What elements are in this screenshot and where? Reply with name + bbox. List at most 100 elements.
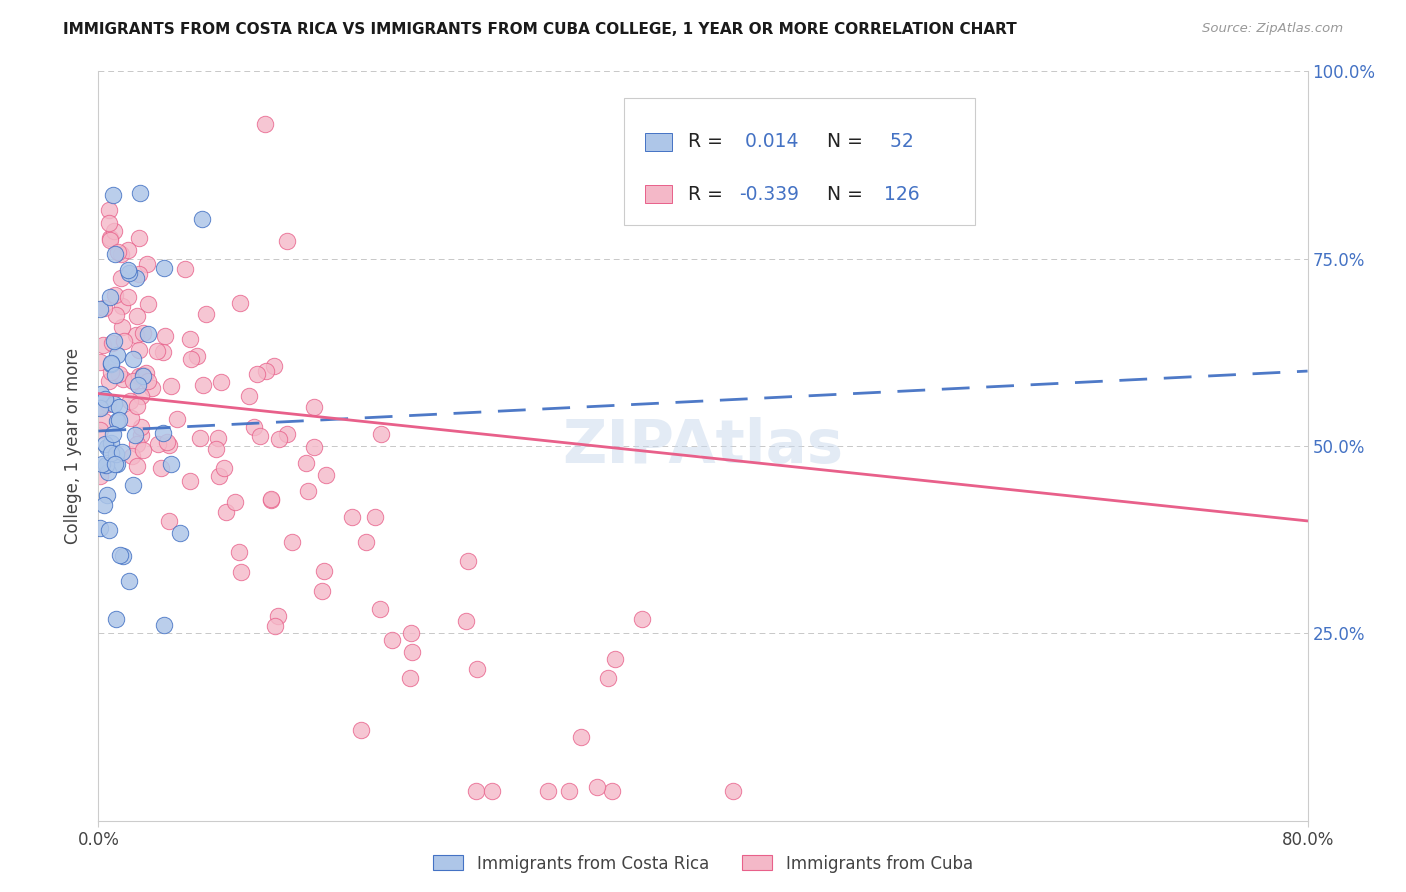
Point (98, 216, 121, 230)
Point (112, 549, 135, 564)
Point (191, 212, 214, 227)
Point (89, 521, 111, 535)
Text: N =: N = (815, 132, 869, 151)
Text: R =: R = (689, 185, 730, 204)
Point (94, 458, 117, 472)
Point (401, 645, 423, 659)
Point (224, 495, 246, 509)
Text: N =: N = (815, 185, 869, 204)
Point (179, 332, 201, 346)
Point (108, 400, 131, 414)
Point (340, 509, 363, 524)
Point (104, 288, 127, 302)
Point (127, 458, 149, 473)
Point (228, 545, 250, 559)
Point (101, 426, 124, 441)
Point (569, 731, 592, 745)
Point (104, 448, 127, 462)
Point (132, 443, 155, 458)
Point (96, 440, 118, 454)
Point (315, 467, 337, 482)
Point (295, 456, 318, 470)
Point (98, 374, 121, 388)
Point (100, 355, 122, 369)
Point (157, 437, 180, 451)
Point (263, 359, 285, 373)
Point (104, 368, 127, 382)
Point (89, 401, 111, 415)
Point (401, 625, 423, 640)
Point (314, 564, 336, 578)
Point (112, 334, 135, 348)
Point (93, 392, 115, 406)
Point (153, 618, 176, 632)
Point (108, 367, 131, 381)
Point (249, 429, 271, 443)
Point (111, 320, 134, 334)
Text: 0.014: 0.014 (740, 132, 799, 151)
Point (155, 328, 177, 343)
Point (110, 271, 132, 285)
Point (129, 420, 152, 434)
FancyBboxPatch shape (645, 186, 672, 203)
Point (107, 413, 129, 427)
Point (370, 426, 392, 441)
Point (89, 423, 111, 437)
Point (97, 465, 120, 479)
Text: R =: R = (689, 132, 730, 151)
Point (129, 389, 152, 403)
Point (467, 662, 489, 676)
Point (145, 343, 167, 358)
Point (124, 327, 146, 342)
Point (304, 401, 326, 415)
Point (96, 488, 118, 502)
Y-axis label: College, 1 year or more: College, 1 year or more (65, 348, 83, 544)
Point (108, 549, 131, 563)
Point (180, 351, 202, 366)
Point (537, 783, 560, 797)
Point (246, 367, 269, 381)
Point (264, 618, 287, 632)
Point (159, 378, 181, 392)
Point (160, 458, 183, 472)
Point (350, 723, 373, 737)
Point (104, 457, 127, 471)
Point (179, 475, 201, 489)
Point (214, 505, 236, 519)
Point (100, 446, 122, 460)
Point (190, 431, 212, 445)
Point (156, 434, 179, 449)
Point (238, 389, 260, 403)
Point (141, 381, 163, 395)
Point (212, 461, 235, 475)
Point (174, 262, 197, 277)
Point (721, 783, 744, 797)
Point (152, 344, 174, 359)
Point (110, 247, 132, 261)
Point (586, 780, 609, 795)
Point (121, 374, 143, 388)
Point (195, 307, 218, 321)
Point (354, 535, 377, 549)
Point (131, 326, 153, 340)
Text: IMMIGRANTS FROM COSTA RICA VS IMMIGRANTS FROM CUBA COLLEGE, 1 YEAR OR MORE CORRE: IMMIGRANTS FROM COSTA RICA VS IMMIGRANTS… (63, 22, 1017, 37)
Point (136, 326, 159, 341)
Point (121, 450, 143, 464)
Point (231, 565, 253, 579)
Point (276, 235, 298, 249)
Point (598, 672, 620, 686)
Text: Source: ZipAtlas.com: Source: ZipAtlas.com (1202, 22, 1343, 36)
Point (97, 523, 120, 537)
Point (100, 365, 122, 379)
Point (364, 510, 387, 524)
Point (96, 397, 118, 411)
Point (110, 445, 132, 459)
Point (94, 437, 117, 451)
Point (207, 431, 229, 445)
FancyBboxPatch shape (645, 133, 672, 151)
Point (209, 375, 232, 389)
Point (103, 334, 125, 349)
Point (152, 426, 174, 441)
Point (254, 364, 277, 378)
Point (100, 435, 122, 450)
